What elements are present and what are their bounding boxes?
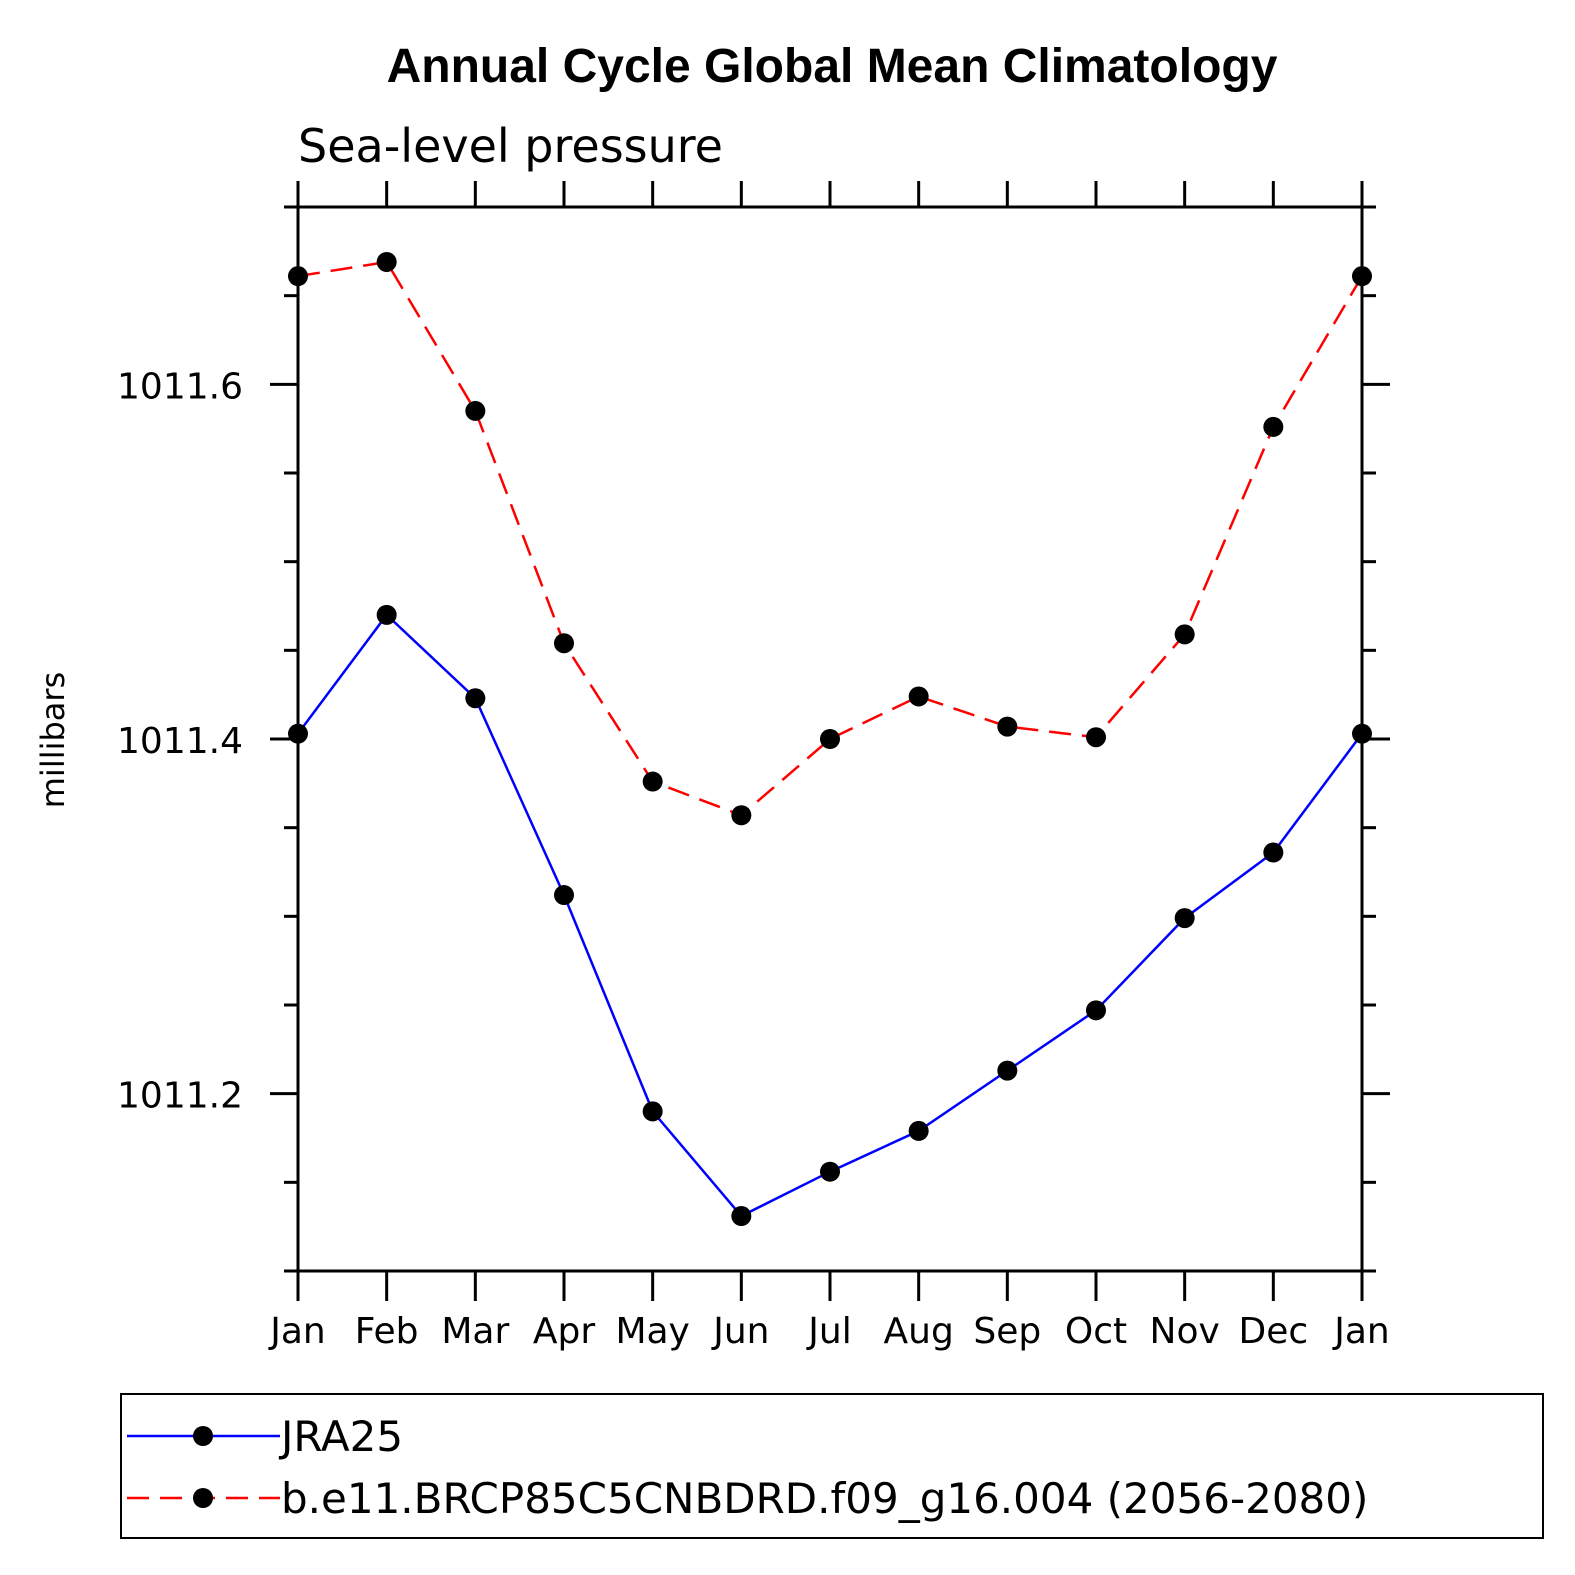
- y-axis-label: millibars: [34, 672, 72, 808]
- series-1-point: [1263, 842, 1284, 863]
- legend-label-2: b.e11.BRCP85C5CNBDRD.f09_g16.004 (2056-2…: [281, 1474, 1368, 1523]
- series-1-point: [731, 1206, 752, 1227]
- y-tick-label: 1011.4: [117, 721, 243, 762]
- x-tick-label: Jan: [1332, 1311, 1390, 1352]
- series-1-point: [820, 1161, 840, 1182]
- series-2-point: [288, 266, 308, 287]
- x-tick-label: Aug: [884, 1311, 954, 1352]
- x-tick-label: Dec: [1238, 1311, 1308, 1352]
- series-1-point: [908, 1120, 929, 1141]
- series-2-point: [908, 686, 929, 707]
- series-1-point: [997, 1060, 1018, 1081]
- chart-title: Annual Cycle Global Mean Climatology: [387, 40, 1278, 93]
- chart-subtitle: Sea-level pressure: [298, 119, 723, 173]
- legend: JRA25 b.e11.BRCP85C5CNBDRD.f09_g16.004 (2…: [120, 1393, 1544, 1539]
- series-2-point: [820, 729, 840, 749]
- series-layer: [288, 251, 1372, 1227]
- x-tick-label: Jan: [268, 1311, 326, 1352]
- x-tick-label: Oct: [1065, 1311, 1127, 1352]
- series-1-point: [642, 1101, 663, 1122]
- series-2-point: [376, 251, 397, 272]
- legend-box: [120, 1393, 1544, 1539]
- x-axis-ticks: Jan Feb Mar Apr May Jun Jul Aug Sep Oct Nov Dec Jan: [268, 181, 1390, 1352]
- series-1-point: [465, 688, 486, 709]
- y-tick-label: 1011.2: [117, 1076, 243, 1117]
- x-tick-label: Jun: [711, 1311, 769, 1352]
- series-1-point: [554, 885, 574, 906]
- series-2-point: [731, 805, 752, 826]
- x-tick-label: Apr: [533, 1311, 595, 1352]
- series-2-point: [1174, 624, 1195, 645]
- series-line-1: [296, 612, 1364, 1218]
- series-1-point: [288, 723, 308, 744]
- legend-marker-1: [193, 1426, 213, 1446]
- y-axis-ticks: 1011.2 1011.4 1011.6: [117, 205, 1390, 1273]
- y-tick-label: 1011.6: [117, 366, 243, 407]
- series-1-point: [1086, 1000, 1106, 1021]
- legend-label-1: JRA25: [278, 1412, 403, 1461]
- series-1-point: [376, 604, 397, 625]
- series-2-point: [554, 633, 574, 654]
- x-tick-label: Jul: [806, 1311, 851, 1352]
- series-2-point: [465, 400, 486, 421]
- series-2-point: [1086, 727, 1106, 748]
- legend-marker-2: [193, 1488, 213, 1508]
- x-tick-label: May: [615, 1311, 689, 1352]
- series-2-point: [642, 771, 663, 792]
- x-tick-label: Nov: [1150, 1311, 1220, 1352]
- x-tick-label: Mar: [441, 1311, 509, 1352]
- series-2-point: [997, 716, 1018, 737]
- x-tick-label: Feb: [355, 1311, 419, 1352]
- series-1-point: [1174, 908, 1195, 929]
- series-2-point: [1263, 416, 1284, 437]
- x-tick-label: Sep: [973, 1311, 1041, 1352]
- series-1-point: [1352, 723, 1372, 744]
- series-2-point: [1352, 266, 1372, 287]
- legend-items: JRA25 b.e11.BRCP85C5CNBDRD.f09_g16.004 (2…: [127, 1412, 1368, 1523]
